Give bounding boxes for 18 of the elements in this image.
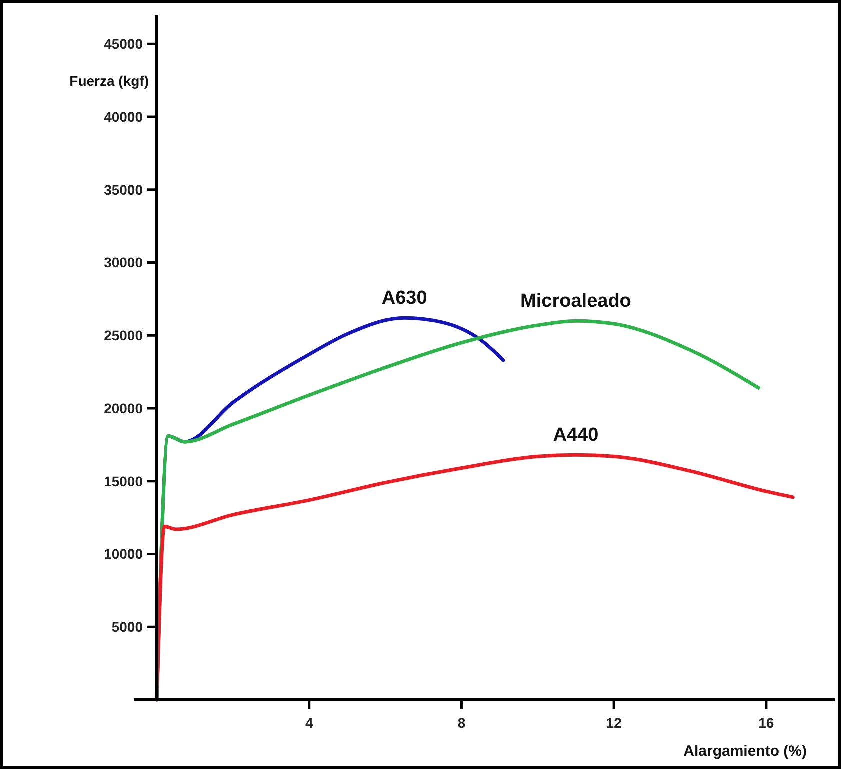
y-tick-label: 30000 [104,254,144,271]
y-tick-label: 35000 [104,182,144,198]
x-tick-label: 4 [305,715,314,731]
y-tick-label: 15000 [104,473,144,490]
series-label: A630 [382,288,428,310]
y-tick-label: 40000 [104,108,144,125]
x-axis-title: Alargamiento (%) [684,743,807,760]
x-tick-label: 8 [458,715,466,731]
y-tick-label: 20000 [104,400,144,416]
series-label: Microaleado [520,291,632,312]
series-label: A440 [553,425,599,446]
y-tick-label: 10000 [104,546,144,562]
x-tick-label: 16 [758,715,774,731]
y-tick-label: 25000 [104,328,144,344]
y-tick-label: 5000 [112,619,144,636]
x-tick-label: 12 [606,715,622,731]
y-axis-title: Fuerza (kgf) [70,73,149,89]
y-tick-label: 45000 [104,36,144,52]
